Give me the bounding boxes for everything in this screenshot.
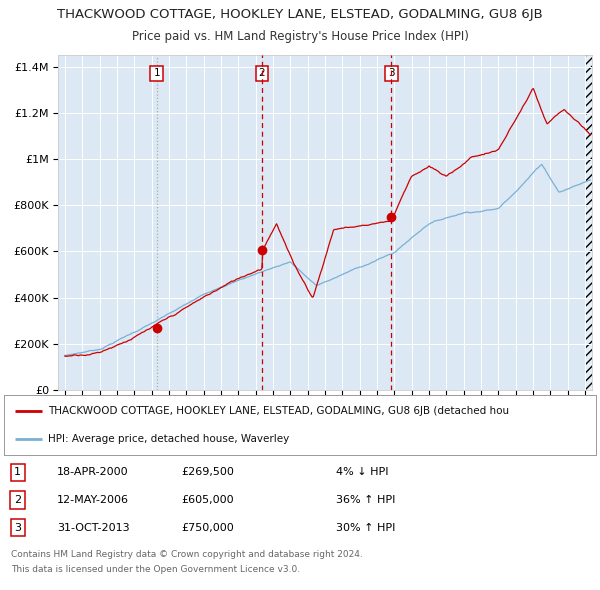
- Text: THACKWOOD COTTAGE, HOOKLEY LANE, ELSTEAD, GODALMING, GU8 6JB (detached hou: THACKWOOD COTTAGE, HOOKLEY LANE, ELSTEAD…: [49, 406, 509, 416]
- Text: 1: 1: [14, 467, 21, 477]
- Text: 18-APR-2000: 18-APR-2000: [57, 467, 129, 477]
- Text: HPI: Average price, detached house, Waverley: HPI: Average price, detached house, Wave…: [49, 434, 290, 444]
- Text: 3: 3: [14, 523, 21, 533]
- Text: 12-MAY-2006: 12-MAY-2006: [57, 495, 129, 505]
- Text: £269,500: £269,500: [182, 467, 235, 477]
- Bar: [585, 44, 600, 390]
- Text: 31-OCT-2013: 31-OCT-2013: [57, 523, 130, 533]
- Text: 2: 2: [259, 68, 265, 78]
- Text: £750,000: £750,000: [182, 523, 235, 533]
- Text: 30% ↑ HPI: 30% ↑ HPI: [335, 523, 395, 533]
- Text: 3: 3: [388, 68, 395, 78]
- Text: THACKWOOD COTTAGE, HOOKLEY LANE, ELSTEAD, GODALMING, GU8 6JB: THACKWOOD COTTAGE, HOOKLEY LANE, ELSTEAD…: [57, 8, 543, 21]
- Text: Contains HM Land Registry data © Crown copyright and database right 2024.: Contains HM Land Registry data © Crown c…: [11, 550, 362, 559]
- Text: 2: 2: [14, 495, 21, 505]
- Text: This data is licensed under the Open Government Licence v3.0.: This data is licensed under the Open Gov…: [11, 565, 300, 574]
- Text: Price paid vs. HM Land Registry's House Price Index (HPI): Price paid vs. HM Land Registry's House …: [131, 30, 469, 43]
- Text: £605,000: £605,000: [182, 495, 234, 505]
- Text: 4% ↓ HPI: 4% ↓ HPI: [335, 467, 388, 477]
- Text: 36% ↑ HPI: 36% ↑ HPI: [335, 495, 395, 505]
- Text: 1: 1: [154, 68, 160, 78]
